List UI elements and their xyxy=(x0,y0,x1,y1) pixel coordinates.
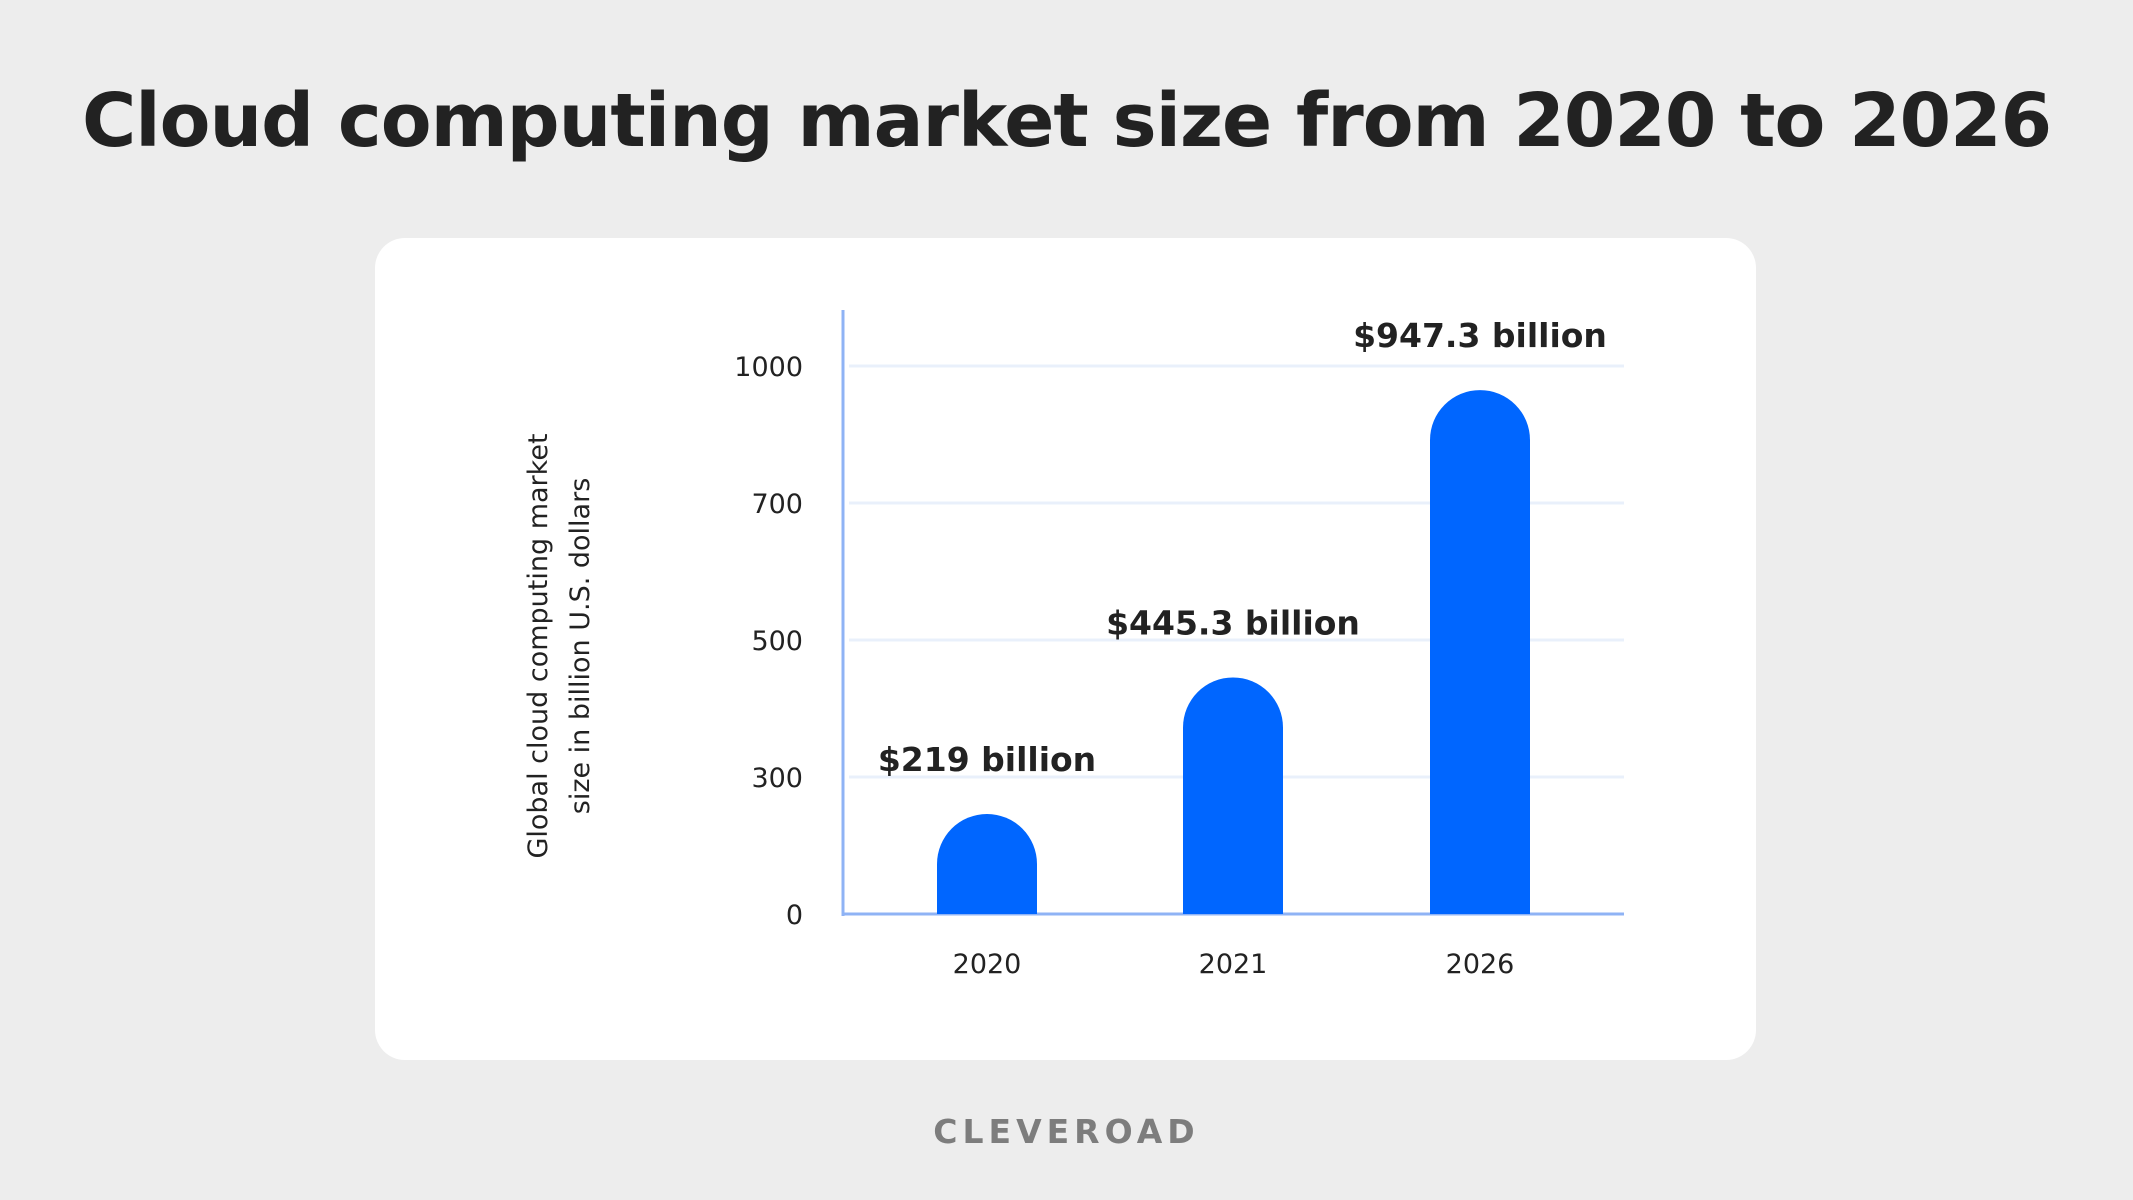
y-tick-label: 700 xyxy=(751,489,803,520)
data-label: $219 billion xyxy=(878,740,1096,779)
y-axis-title-line: size in billion U.S. dollars xyxy=(565,478,596,815)
bar-chart: 0 300 500 700 1000 $219 billion 2020 $445.3 bil… xyxy=(523,310,1624,980)
y-axis-title: Global cloud computing market size in bil… xyxy=(523,433,596,858)
data-label: $445.3 billion xyxy=(1106,603,1360,642)
y-tick-label: 0 xyxy=(786,900,803,931)
chart-title: Cloud computing market size from 2020 to… xyxy=(81,78,2052,164)
y-tick-label: 500 xyxy=(751,626,803,657)
x-tick-label: 2020 xyxy=(953,949,1022,980)
y-axis-title-line: Global cloud computing market xyxy=(523,433,554,858)
bar-2021 xyxy=(1183,677,1283,914)
chart-card: 0 300 500 700 1000 $219 billion 2020 $445.3 bil… xyxy=(375,238,1756,1060)
y-tick-label: 1000 xyxy=(734,352,803,383)
data-label: $947.3 billion xyxy=(1353,316,1607,355)
bar-2026 xyxy=(1430,390,1530,914)
y-tick-label: 300 xyxy=(751,763,803,794)
cleveroad-logo: CLEVEROAD xyxy=(933,1112,1200,1151)
bar-2020 xyxy=(937,813,1037,914)
x-tick-label: 2021 xyxy=(1199,949,1268,980)
x-tick-label: 2026 xyxy=(1446,949,1515,980)
